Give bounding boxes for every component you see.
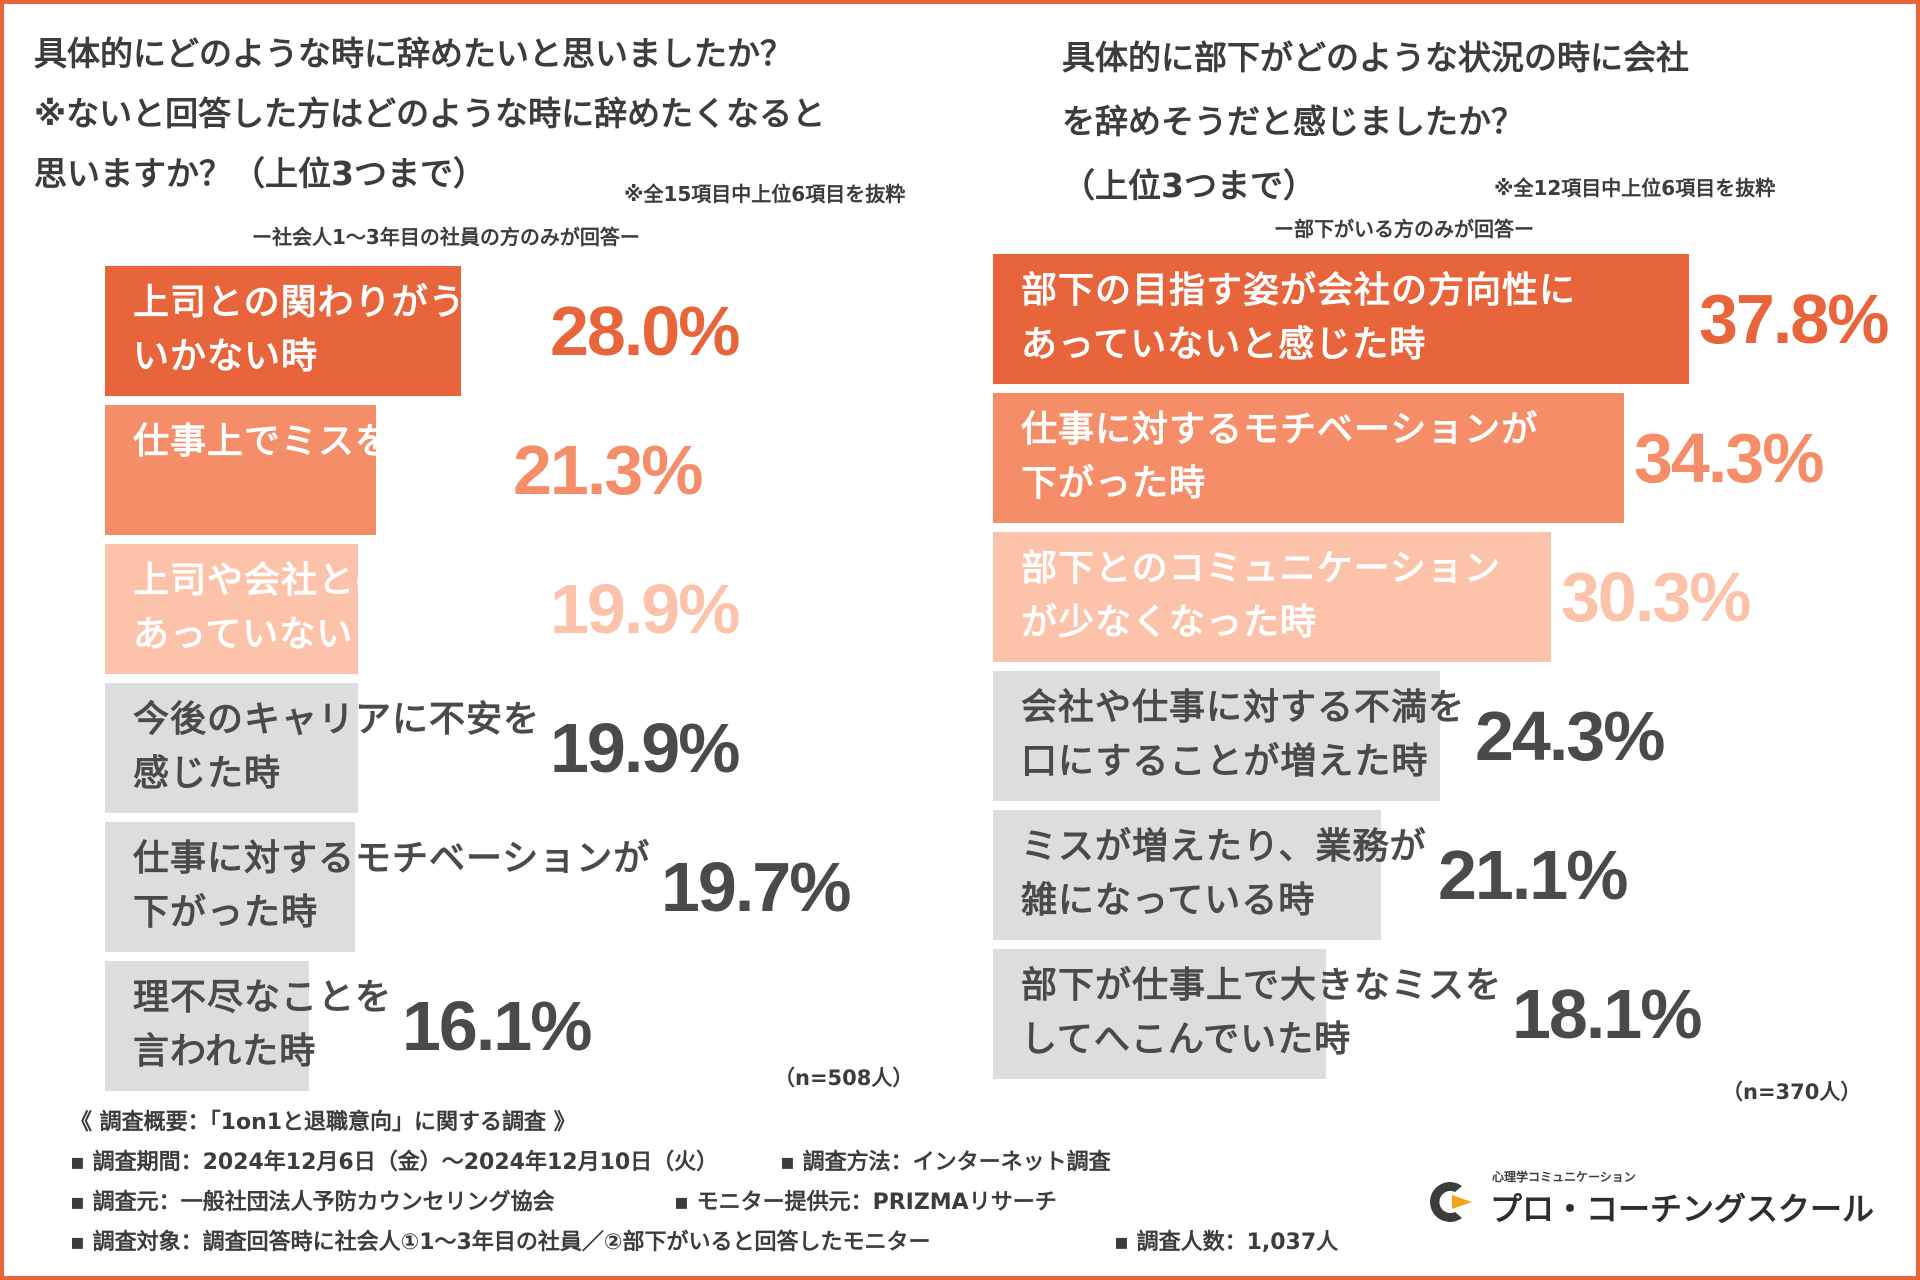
logo-c-mark-icon (1430, 1182, 1472, 1222)
chart-value-label: 24.3% (1475, 697, 1665, 775)
chart-value-label: 19.9% (550, 709, 740, 787)
chart-category-label: 理不尽なことを 言われた時 (133, 977, 393, 1072)
chart-value-label: 21.3% (513, 431, 703, 509)
chart-category-label: 上司や会社との方向性が あっていないと感じた時 (133, 560, 540, 655)
survey-method: ▪ 調査方法：インターネット調査 (780, 1150, 1111, 1175)
chart-bar (993, 671, 1440, 801)
chart-category-label: 部下とのコミュニケーション が少なくなった時 (1021, 548, 1501, 643)
chart-value-label: 34.3% (1634, 419, 1824, 497)
right-bar-chart: 部下の目指す姿が会社の方向性に あっていないと感じた時 37.8% 仕事に対するモチ… (993, 254, 1913, 1084)
chart-value-label: 19.9% (550, 570, 740, 648)
right-extraction-note: ※全12項目中上位6項目を抜粋 (1494, 176, 1776, 200)
chart-category-label: 部下の目指す姿が会社の方向性に あっていないと感じた時 (1021, 270, 1577, 365)
left-sample-size: （n=508人） (774, 1066, 914, 1090)
chart-bar (105, 822, 355, 952)
chart-bar (105, 405, 376, 535)
survey-heading: 《 調査概要：「1on1と退職意向」に関する調査 》 (70, 1110, 576, 1135)
chart-value-label: 37.8% (1699, 280, 1889, 358)
chart-bar (993, 532, 1551, 662)
survey-period: ▪ 調査期間：2024年12月6日（金）〜2024年12月10日（火） (70, 1150, 719, 1175)
chart-bar (105, 544, 358, 674)
logo-subtitle: 心理学コミュニケーション (1492, 1170, 1636, 1184)
chart-value-label: 30.3% (1561, 558, 1751, 636)
left-question-title: 具体的にどのような時に辞めたいと思いましたか？ ※ないと回答した方はどのような時… (34, 34, 826, 193)
infographic: 具体的にどのような時に辞めたいと思いましたか？ ※ないと回答した方はどのような時… (4, 4, 1916, 1276)
chart-bar (993, 393, 1624, 523)
chart-value-label: 21.1% (1438, 836, 1628, 914)
chart-bar (105, 961, 309, 1091)
chart-value-label: 18.1% (1512, 975, 1702, 1053)
chart-category-label: 上司との関わりがうまく いかない時 (133, 282, 540, 377)
chart-category-label: 部下が仕事上で大きなミスを してへこんでいた時 (1021, 965, 1503, 1060)
chart-bar (993, 949, 1326, 1079)
chart-value-label: 28.0% (550, 292, 740, 370)
chart-category-label: 今後のキャリアに不安を 感じた時 (133, 699, 541, 794)
left-extraction-note: ※全15項目中上位6項目を抜粋 (624, 182, 906, 206)
chart-bar (993, 810, 1381, 940)
chart-category-label: 仕事上でミスをした時 (133, 421, 504, 462)
logo-name: プロ・コーチングスクール (1490, 1190, 1875, 1228)
right-respondents-note: ー部下がいる方のみが回答ー (1274, 217, 1534, 241)
survey-target: ▪ 調査対象：調査回答時に社会人①1〜3年目の社員／②部下がいると回答したモニタ… (70, 1230, 931, 1255)
chart-bar (105, 683, 358, 813)
left-respondents-note: ー社会人1〜3年目の社員の方のみが回答ー (252, 225, 640, 249)
chart-bar (993, 254, 1689, 384)
school-logo: 心理学コミュニケーション プロ・コーチングスクール (1422, 1168, 1874, 1228)
chart-category-label: ミスが増えたり、業務が 雑になっている時 (1021, 826, 1427, 921)
survey-count: ▪ 調査人数：1,037人 (1114, 1230, 1339, 1255)
left-bar-chart: 上司との関わりがうまく いかない時 28.0% 仕事上でミスをした時 21.3% 上司や… (105, 266, 1005, 1096)
survey-monitor-provider: ▪ モニター提供元：PRIZMAリサーチ (674, 1190, 1057, 1215)
chart-category-label: 会社や仕事に対する不満を 口にすることが増えた時 (1021, 687, 1466, 782)
right-question-title: 具体的に部下がどのような状況の時に会社 を辞めそうだと感じましたか？ （上位3つ… (1062, 38, 1689, 205)
chart-category-label: 仕事に対するモチベーションが 下がった時 (1021, 409, 1539, 504)
survey-source: ▪ 調査元：一般社団法人予防カウンセリング協会 (70, 1190, 555, 1215)
chart-value-label: 19.7% (661, 848, 851, 926)
chart-value-label: 16.1% (402, 987, 592, 1065)
chart-category-label: 仕事に対するモチベーションが 下がった時 (133, 838, 651, 933)
chart-bar (105, 266, 461, 396)
right-sample-size: （n=370人） (1722, 1080, 1862, 1104)
